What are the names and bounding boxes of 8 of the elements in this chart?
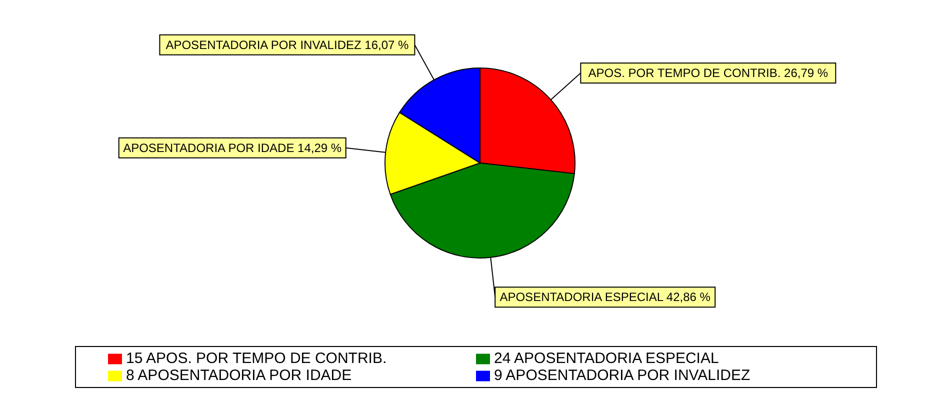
legend-label: 24 APOSENTADORIA ESPECIAL [494, 350, 720, 367]
data-label: APOS. POR TEMPO DE CONTRIB. 26,79 % [588, 66, 828, 80]
legend-label: 9 APOSENTADORIA POR INVALIDEZ [494, 367, 752, 384]
legend-label: 15 APOS. POR TEMPO DE CONTRIB. [126, 350, 388, 367]
legend-label: 8 APOSENTADORIA POR IDADE [126, 367, 353, 384]
data-label: APOSENTADORIA POR INVALIDEZ 16,07 % [166, 38, 410, 52]
data-label: APOSENTADORIA ESPECIAL 42,86 % [500, 290, 711, 304]
data-label: APOSENTADORIA POR IDADE 14,29 % [123, 140, 342, 155]
